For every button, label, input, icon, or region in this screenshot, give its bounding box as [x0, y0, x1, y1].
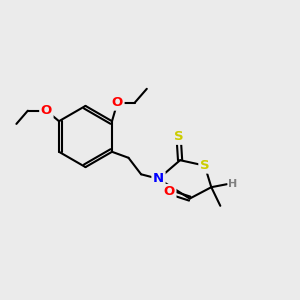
Text: S: S [200, 159, 209, 172]
Text: S: S [174, 130, 183, 143]
Text: O: O [164, 185, 175, 199]
Text: N: N [153, 172, 164, 185]
Text: H: H [228, 179, 238, 189]
Text: O: O [112, 96, 123, 109]
Text: O: O [41, 104, 52, 117]
